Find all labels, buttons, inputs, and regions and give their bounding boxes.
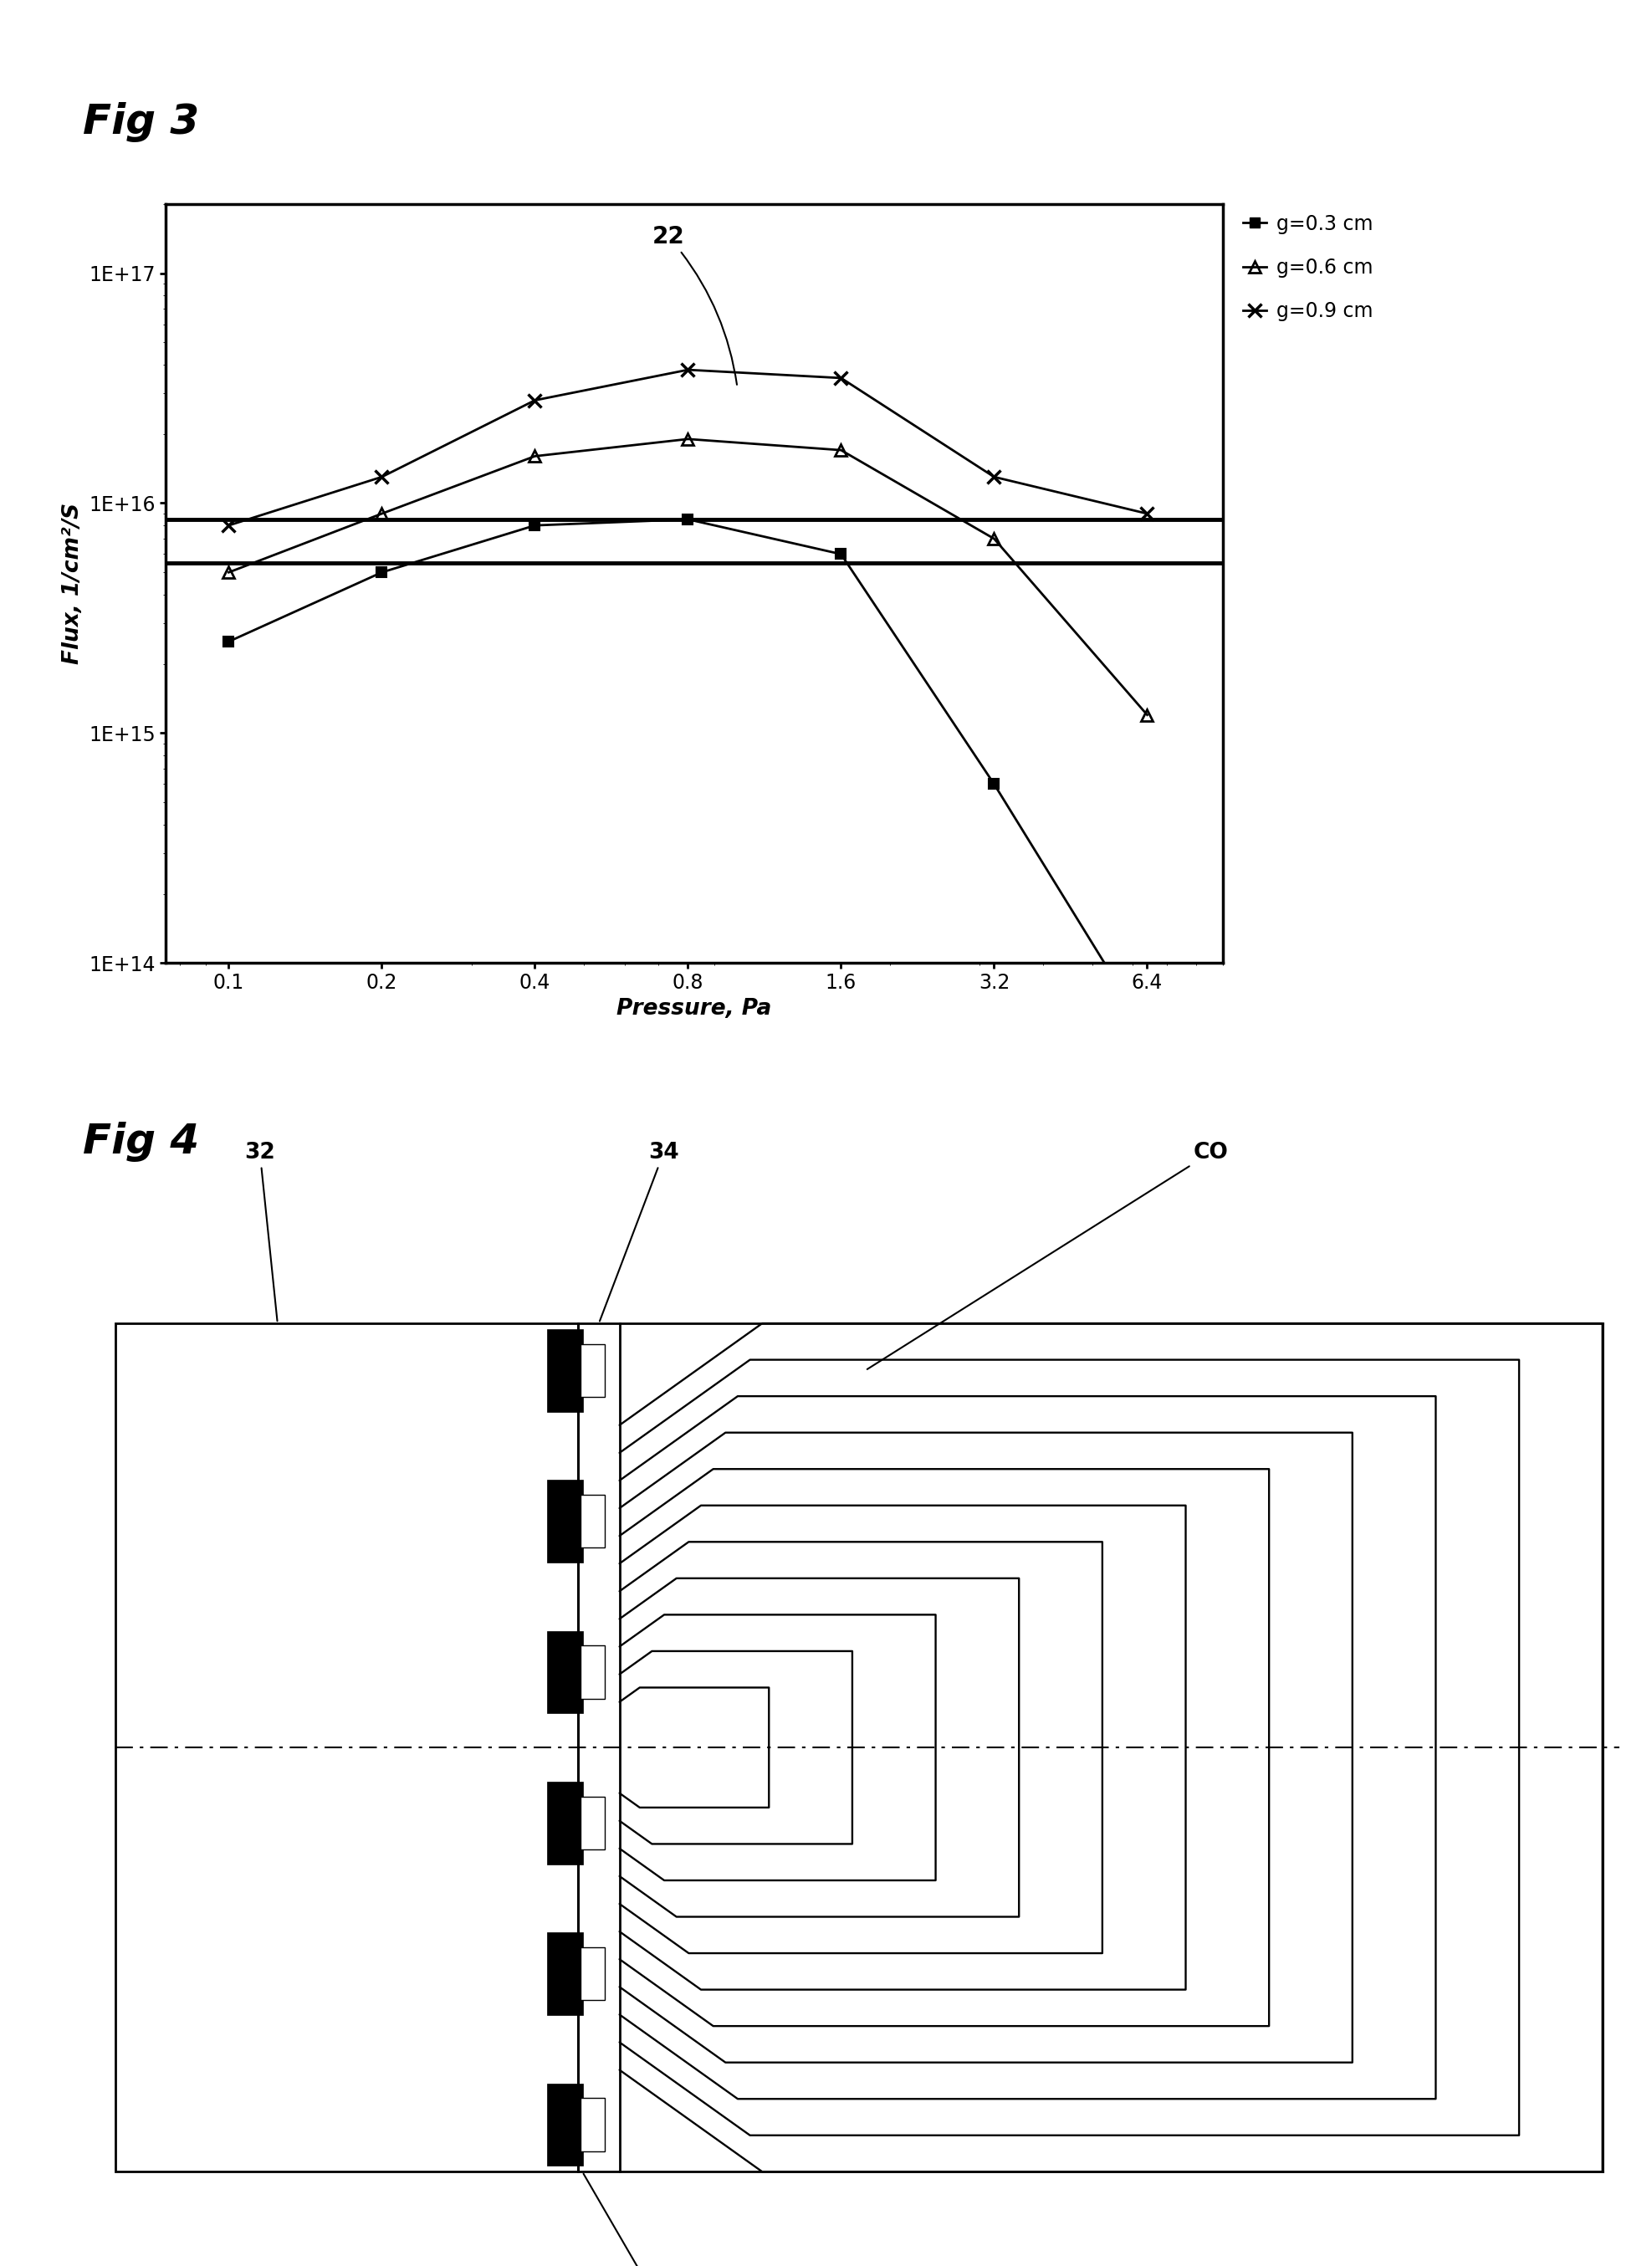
Bar xyxy=(547,1632,583,1713)
Bar xyxy=(580,1496,605,1548)
Bar xyxy=(580,1645,605,1700)
Text: 36: 36 xyxy=(583,2173,662,2266)
Bar xyxy=(580,2098,605,2150)
Text: Fig 4: Fig 4 xyxy=(83,1122,198,1162)
Legend: g=0.3 cm, g=0.6 cm, g=0.9 cm: g=0.3 cm, g=0.6 cm, g=0.9 cm xyxy=(1242,213,1373,322)
Bar xyxy=(116,1323,578,2171)
Text: Fig 3: Fig 3 xyxy=(83,102,198,143)
Text: 34: 34 xyxy=(600,1142,679,1321)
Bar xyxy=(547,1330,583,1412)
Bar xyxy=(578,1323,620,2171)
Text: 22: 22 xyxy=(653,224,737,385)
Bar xyxy=(547,2082,583,2166)
Bar xyxy=(547,1933,583,2014)
Bar xyxy=(580,1797,605,1849)
Bar xyxy=(580,1946,605,2001)
Bar xyxy=(547,1480,583,1564)
Bar xyxy=(547,1781,583,1865)
X-axis label: Pressure, Pa: Pressure, Pa xyxy=(616,997,771,1020)
Bar xyxy=(580,1344,605,1396)
Text: 32: 32 xyxy=(244,1142,278,1321)
Text: CO: CO xyxy=(867,1142,1229,1369)
Y-axis label: Flux, 1/cm²/S: Flux, 1/cm²/S xyxy=(63,503,84,664)
